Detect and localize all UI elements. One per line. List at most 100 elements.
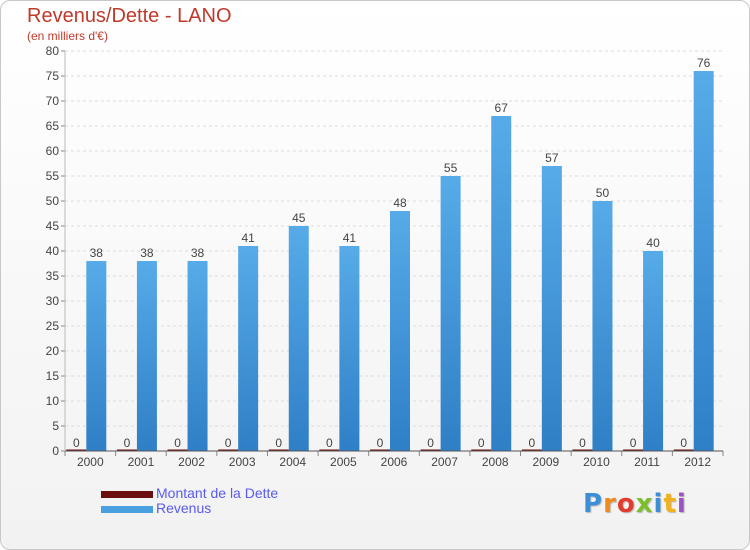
debt-bar xyxy=(420,449,441,451)
revenue-value-label: 41 xyxy=(241,231,255,245)
logo-letter: i xyxy=(653,489,664,519)
revenue-value-label: 48 xyxy=(393,196,407,210)
y-tick-label: 70 xyxy=(46,94,60,108)
revenue-value-label: 57 xyxy=(545,151,559,165)
x-tick-label: 2011 xyxy=(634,455,660,469)
chart-title: Revenus/Dette - LANO xyxy=(27,5,232,27)
debt-value-label: 0 xyxy=(73,436,80,450)
revenue-value-label: 40 xyxy=(646,236,660,250)
gridlines xyxy=(65,50,723,427)
x-tick-label: 2001 xyxy=(128,455,155,469)
debt-bar xyxy=(471,449,492,451)
bars xyxy=(66,71,714,451)
logo-letter: x xyxy=(635,489,654,519)
y-tick-label: 35 xyxy=(46,269,60,283)
logo-letter: i xyxy=(676,489,687,519)
chart-subtitle: (en milliers d'€) xyxy=(27,29,108,43)
revenue-bar xyxy=(643,251,664,451)
revenue-bar xyxy=(339,246,360,451)
debt-bar xyxy=(673,449,694,451)
legend-label-debt: Montant de la Dette xyxy=(156,485,279,501)
debt-value-label: 0 xyxy=(529,436,536,450)
y-tick-label: 25 xyxy=(46,319,60,333)
y-tick-label: 30 xyxy=(46,294,60,308)
x-tick-label: 2000 xyxy=(77,455,104,469)
revenue-bar xyxy=(491,116,512,451)
revenue-value-label: 76 xyxy=(697,56,711,70)
y-axis-ticks: 0 5 10 15 20 25 30 35 40 45 50 55 60 65 70 75 80 xyxy=(46,44,65,458)
debt-value-label: 0 xyxy=(427,436,434,450)
debt-value-label: 0 xyxy=(174,436,181,450)
revenue-bar xyxy=(187,261,208,451)
revenue-bar xyxy=(86,261,107,451)
revenue-bar xyxy=(136,261,157,451)
x-tick-label: 2009 xyxy=(532,455,559,469)
y-tick-label: 65 xyxy=(46,119,60,133)
revenue-bar xyxy=(592,201,613,451)
x-tick-label: 2007 xyxy=(431,455,458,469)
debt-value-label: 0 xyxy=(630,436,637,450)
y-tick-label: 20 xyxy=(46,344,60,358)
logo-letter: o xyxy=(616,489,636,519)
revenue-value-label: 38 xyxy=(191,246,205,260)
debt-bar xyxy=(572,449,593,451)
logo-letter: r xyxy=(603,489,617,519)
debt-value-label: 0 xyxy=(478,436,485,450)
debt-bar xyxy=(167,449,188,451)
revenue-value-label: 45 xyxy=(292,211,306,225)
debt-value-label: 0 xyxy=(680,436,687,450)
x-tick-label: 2005 xyxy=(330,455,357,469)
y-tick-label: 40 xyxy=(46,244,60,258)
x-tick-label: 2010 xyxy=(583,455,610,469)
y-tick-label: 45 xyxy=(46,219,60,233)
revenue-value-label: 38 xyxy=(90,246,104,260)
debt-value-label: 0 xyxy=(326,436,333,450)
x-tick-label: 2003 xyxy=(229,455,256,469)
debt-bar xyxy=(268,449,289,451)
x-tick-label: 2008 xyxy=(482,455,509,469)
x-tick-label: 2004 xyxy=(279,455,306,469)
revenue-bar xyxy=(440,176,461,451)
y-tick-label: 75 xyxy=(46,69,60,83)
legend-label-revenue: Revenus xyxy=(156,500,212,516)
y-tick-label: 50 xyxy=(46,194,60,208)
legend-swatch-debt xyxy=(101,491,153,498)
debt-value-label: 0 xyxy=(225,436,232,450)
proxiti-logo: Proxiti xyxy=(583,489,687,519)
revenue-value-label: 50 xyxy=(596,186,610,200)
x-axis-ticks: 2000 2001 2002 2003 2004 2005 2006 2007 2008 2009… xyxy=(64,451,724,469)
debt-bar xyxy=(319,449,340,451)
x-tick-label: 2002 xyxy=(178,455,205,469)
revenue-bar xyxy=(693,71,714,451)
x-tick-label: 2006 xyxy=(381,455,408,469)
y-tick-label: 10 xyxy=(46,394,60,408)
revenue-bar xyxy=(288,226,309,451)
debt-bar xyxy=(521,449,542,451)
debt-value-label: 0 xyxy=(124,436,131,450)
data-labels: 0 38 0 38 0 38 0 41 0 45 0 41 0 48 0 55 0 67 0 57 0 50 0 40 0 76 xyxy=(73,56,711,450)
y-tick-label: 0 xyxy=(52,444,59,458)
y-tick-label: 55 xyxy=(46,169,60,183)
legend-swatch-revenue xyxy=(101,506,153,513)
debt-bar xyxy=(370,449,390,451)
revenue-bar xyxy=(390,211,410,451)
revenue-bar xyxy=(238,246,259,451)
revenue-value-label: 38 xyxy=(140,246,154,260)
x-tick-label: 2012 xyxy=(684,455,711,469)
y-tick-label: 60 xyxy=(46,144,60,158)
revenue-value-label: 55 xyxy=(444,161,458,175)
logo-letter: P xyxy=(583,489,604,519)
revenue-bar xyxy=(541,166,562,451)
debt-value-label: 0 xyxy=(275,436,282,450)
debt-value-label: 0 xyxy=(377,436,384,450)
y-tick-label: 15 xyxy=(46,369,60,383)
y-tick-label: 80 xyxy=(46,44,60,58)
debt-value-label: 0 xyxy=(579,436,586,450)
debt-bar xyxy=(218,449,239,451)
debt-bar xyxy=(623,449,644,451)
y-tick-label: 5 xyxy=(52,419,59,433)
debt-bar xyxy=(66,449,87,451)
logo-letter: t xyxy=(663,489,677,519)
